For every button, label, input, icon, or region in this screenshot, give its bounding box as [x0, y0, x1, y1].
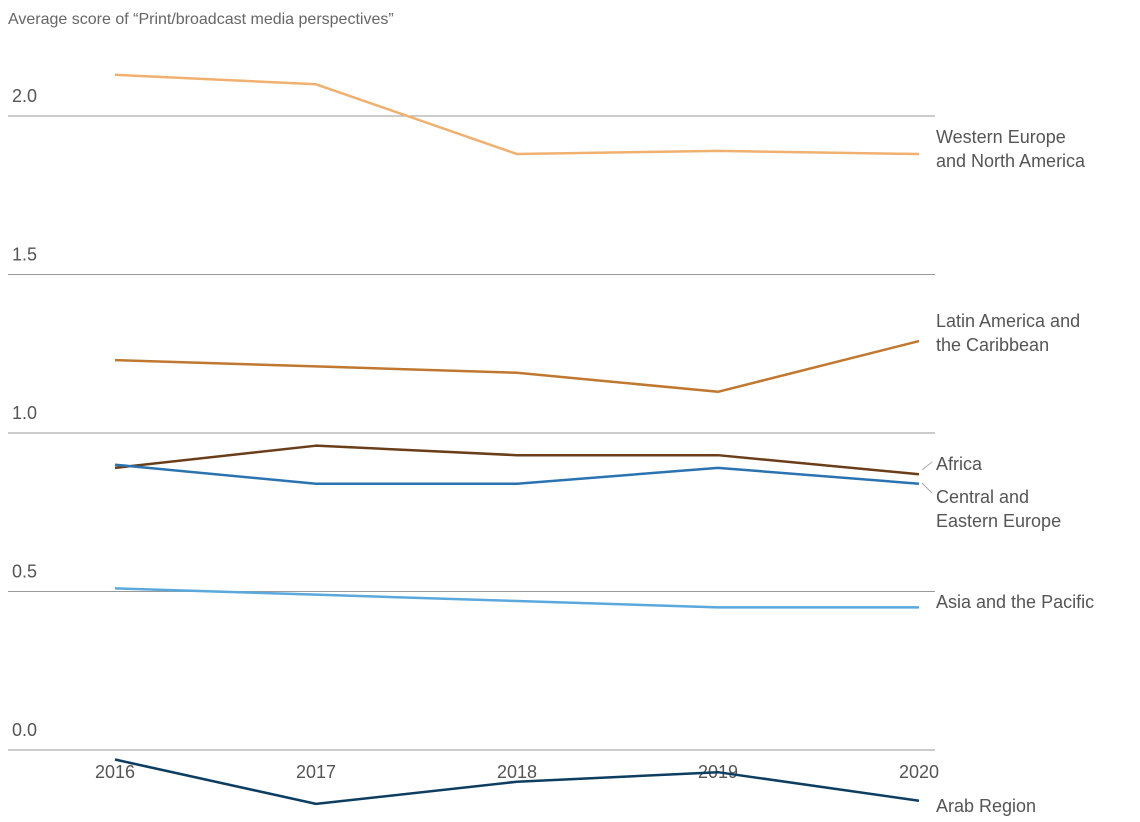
- series-line: [114, 444, 920, 476]
- series-line: [114, 758, 920, 806]
- x-tick-label: 2017: [296, 762, 336, 782]
- series-lines: [114, 73, 920, 806]
- series-label: Africa: [936, 454, 983, 474]
- y-tick-label: 0.0: [12, 720, 37, 740]
- x-axis-ticks: 2016 2017 2018 2019 2020: [95, 762, 939, 782]
- series-label: Asia and the Pacific: [936, 592, 1094, 612]
- x-tick-label: 2020: [899, 762, 939, 782]
- y-tick-label: 1.5: [12, 245, 37, 265]
- series-line: [114, 587, 919, 609]
- y-tick-label: 1.0: [12, 403, 37, 423]
- label-leader: [921, 482, 933, 494]
- y-tick-label: 0.5: [12, 562, 37, 582]
- series-line: [114, 463, 920, 485]
- series-line: [114, 73, 920, 156]
- series-label: the Caribbean: [936, 335, 1049, 355]
- label-leader: [921, 461, 933, 471]
- series-label: Central and: [936, 487, 1029, 507]
- y-axis-ticks: 2.0 1.5 1.0 0.5 0.0: [12, 86, 37, 740]
- gridlines: [8, 115, 935, 751]
- series-labels: Western Europe and North America Latin Ame…: [921, 127, 1094, 816]
- series-label: Latin America and: [936, 311, 1080, 331]
- series-label: Eastern Europe: [936, 511, 1061, 531]
- series-label: Arab Region: [936, 796, 1036, 816]
- series-label: Western Europe: [936, 127, 1066, 147]
- chart-title: Average score of “Print/broadcast media …: [8, 11, 394, 28]
- y-tick-label: 2.0: [12, 86, 37, 106]
- series-label: and North America: [936, 151, 1086, 171]
- series-line: [114, 339, 920, 394]
- x-tick-label: 2016: [95, 762, 135, 782]
- x-tick-label: 2018: [497, 762, 537, 782]
